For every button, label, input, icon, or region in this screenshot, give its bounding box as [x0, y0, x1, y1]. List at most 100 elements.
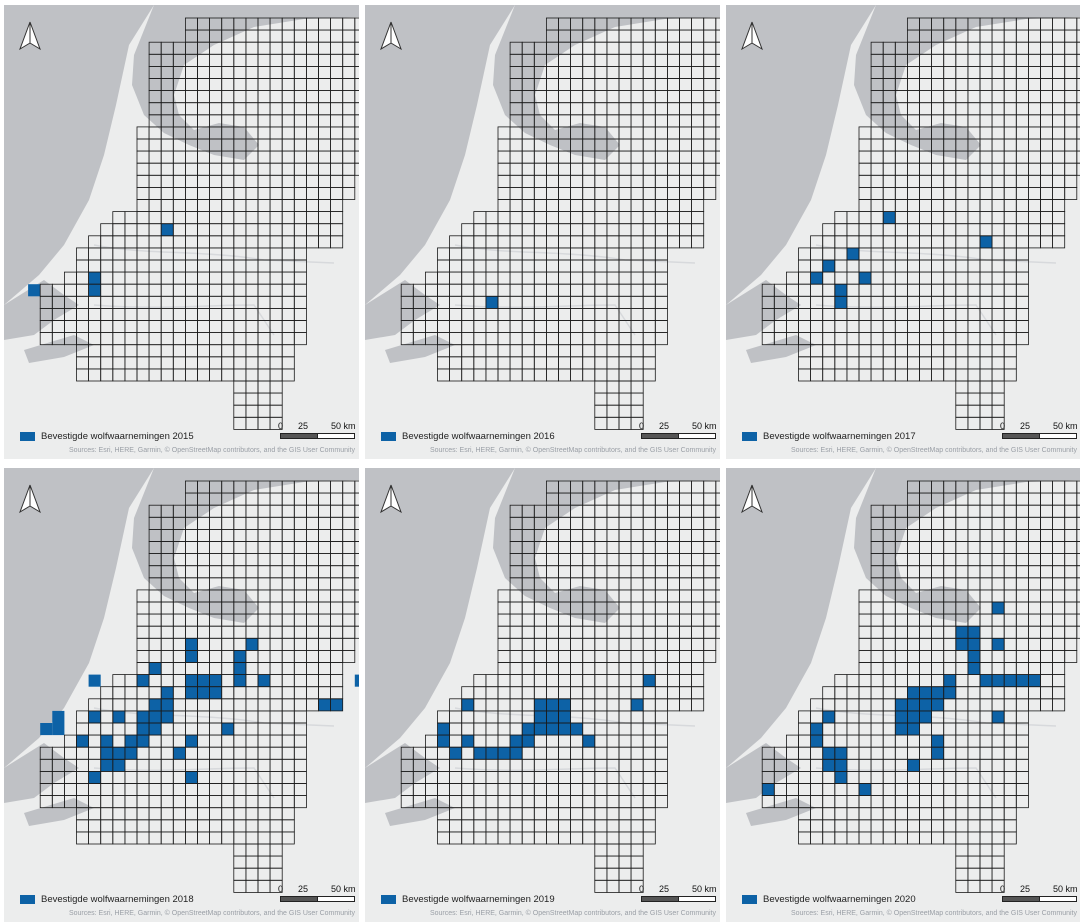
sighting-cell: [895, 698, 908, 711]
sighting-cell: [437, 735, 450, 748]
sighting-cell: [161, 698, 174, 711]
sighting-cell: [137, 674, 150, 687]
scale-label-50: 50 km: [692, 421, 717, 431]
sighting-cell: [834, 747, 847, 760]
sighting-cell: [185, 735, 198, 748]
sighting-cell: [943, 686, 956, 699]
sighting-cell: [822, 260, 835, 273]
legend-swatch: [381, 432, 396, 441]
sighting-cell: [859, 783, 872, 796]
sighting-cell: [197, 686, 210, 699]
scale-label-0: 0: [639, 421, 645, 431]
map-canvas: [726, 5, 1080, 459]
map-canvas: [365, 468, 720, 922]
scale-bar-dark: [280, 433, 318, 439]
sighting-cell: [233, 662, 246, 675]
legend: Bevestigde wolfwaarnemingen 2015: [20, 431, 194, 442]
km-grid: [400, 480, 720, 893]
sighting-cell: [100, 759, 113, 772]
sighting-cell: [522, 735, 535, 748]
north-arrow-icon: [380, 21, 402, 51]
scale-label-0: 0: [639, 884, 645, 894]
sighting-cell: [88, 674, 101, 687]
sighting-cell: [318, 698, 331, 711]
sightings-layer: [810, 211, 993, 309]
sighting-cell: [209, 674, 222, 687]
sighting-cell: [931, 735, 944, 748]
sighting-cell: [161, 710, 174, 723]
sightings-layer: [762, 602, 1041, 796]
sighting-cell: [919, 686, 932, 699]
sighting-cell: [52, 710, 65, 723]
legend-label: Bevestigde wolfwaarnemingen 2017: [763, 431, 916, 442]
scale-bar: 0 25 50 km: [998, 884, 1080, 908]
sighting-cell: [919, 698, 932, 711]
sighting-cell: [354, 674, 359, 687]
scale-label-50: 50 km: [331, 421, 356, 431]
sighting-cell: [52, 723, 65, 736]
scale-label-0: 0: [1000, 421, 1006, 431]
sighting-cell: [185, 674, 198, 687]
sighting-cell: [449, 747, 462, 760]
legend: Bevestigde wolfwaarnemingen 2017: [742, 431, 916, 442]
sighting-cell: [980, 235, 993, 248]
legend-label: Bevestigde wolfwaarnemingen 2016: [402, 431, 555, 442]
km-grid: [400, 17, 720, 430]
legend-swatch: [742, 432, 757, 441]
sighting-cell: [112, 747, 125, 760]
sighting-cell: [643, 674, 656, 687]
sighting-cell: [149, 723, 162, 736]
water-areas: [726, 5, 1080, 363]
sighting-cell: [570, 723, 583, 736]
legend-label: Bevestigde wolfwaarnemingen 2015: [41, 431, 194, 442]
sighting-cell: [88, 272, 101, 285]
scale-label-50: 50 km: [692, 884, 717, 894]
sighting-cell: [485, 296, 498, 309]
map-panel-2017: Bevestigde wolfwaarnemingen 2017 0 25 50 km…: [726, 5, 1080, 459]
sighting-cell: [233, 674, 246, 687]
attribution: Sources: Esri, HERE, Garmin, © OpenStree…: [429, 910, 716, 917]
sighting-cell: [88, 771, 101, 784]
sighting-cell: [137, 710, 150, 723]
sighting-cell: [124, 735, 137, 748]
sighting-cell: [582, 735, 595, 748]
sighting-cell: [907, 698, 920, 711]
legend-swatch: [381, 895, 396, 904]
km-grid: [39, 480, 359, 893]
sighting-cell: [546, 698, 559, 711]
scale-bar-light: [1039, 896, 1077, 902]
sighting-cell: [822, 710, 835, 723]
map-canvas: [726, 468, 1080, 922]
map-panel-2016: Bevestigde wolfwaarnemingen 2016 0 25 50 km…: [365, 5, 720, 459]
sighting-cell: [534, 698, 547, 711]
attribution: Sources: Esri, HERE, Garmin, © OpenStree…: [790, 910, 1077, 917]
sighting-cell: [558, 710, 571, 723]
attribution: Sources: Esri, HERE, Garmin, © OpenStree…: [68, 910, 355, 917]
water-areas: [4, 5, 359, 363]
north-arrow-icon: [19, 484, 41, 514]
legend-label: Bevestigde wolfwaarnemingen 2019: [402, 894, 555, 905]
sighting-cell: [461, 698, 474, 711]
sighting-cell: [955, 626, 968, 639]
sighting-cell: [834, 759, 847, 772]
sighting-cell: [112, 759, 125, 772]
north-arrow-icon: [380, 484, 402, 514]
sightings-layer: [28, 223, 174, 297]
sighting-cell: [88, 710, 101, 723]
sighting-cell: [558, 698, 571, 711]
sighting-cell: [931, 686, 944, 699]
sighting-cell: [907, 759, 920, 772]
sighting-cell: [834, 296, 847, 309]
sighting-cell: [209, 686, 222, 699]
sighting-cell: [919, 710, 932, 723]
scale-label-50: 50 km: [331, 884, 356, 894]
scale-bar-light: [678, 896, 716, 902]
sighting-cell: [822, 747, 835, 760]
scale-label-0: 0: [278, 884, 284, 894]
legend-swatch: [20, 895, 35, 904]
sighting-cell: [931, 747, 944, 760]
scale-bar: 0 25 50 km: [637, 421, 720, 445]
sighting-cell: [534, 710, 547, 723]
sighting-cell: [461, 735, 474, 748]
sighting-cell: [437, 723, 450, 736]
